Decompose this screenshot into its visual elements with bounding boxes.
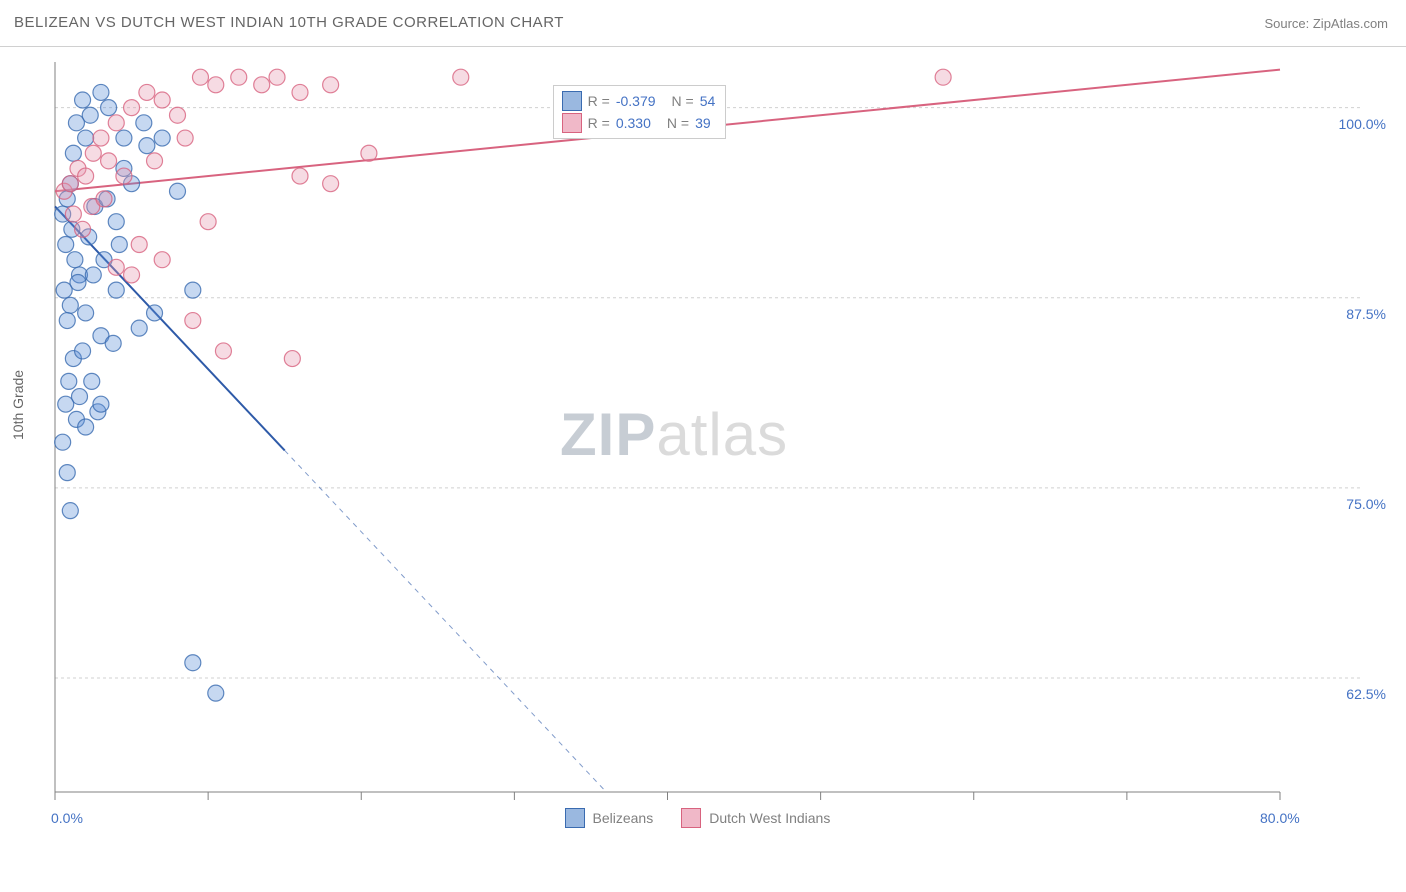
legend-label: Dutch West Indians (709, 810, 830, 826)
legend-n-label: N = (667, 115, 689, 131)
legend-swatch (562, 91, 582, 111)
series-legend: Belizeans Dutch West Indians (565, 808, 831, 828)
chart-title: BELIZEAN VS DUTCH WEST INDIAN 10TH GRADE… (14, 14, 564, 31)
legend-r-value: -0.379 (616, 93, 656, 109)
legend-r-label: R = (588, 93, 610, 109)
x-tick-label: 80.0% (1260, 810, 1300, 826)
y-tick-label: 100.0% (1339, 116, 1386, 132)
legend-swatch (562, 113, 582, 133)
legend-row: R = -0.379 N = 54 (562, 90, 716, 112)
legend-item: Belizeans (565, 808, 654, 828)
plot-svg (50, 62, 1360, 822)
y-axis-label: 10th Grade (10, 370, 26, 440)
y-tick-label: 87.5% (1346, 306, 1386, 322)
y-tick-label: 75.0% (1346, 496, 1386, 512)
legend-r-label: R = (588, 115, 610, 131)
header: BELIZEAN VS DUTCH WEST INDIAN 10TH GRADE… (0, 0, 1406, 47)
x-tick-label: 0.0% (51, 810, 83, 826)
legend-r-value: 0.330 (616, 115, 651, 131)
source-attribution: Source: ZipAtlas.com (1264, 16, 1388, 31)
legend-label: Belizeans (593, 810, 654, 826)
legend-swatch (565, 808, 585, 828)
scatter-plot (50, 62, 1360, 822)
legend-swatch (681, 808, 701, 828)
legend-item: Dutch West Indians (681, 808, 830, 828)
legend-row: R = 0.330 N = 39 (562, 112, 716, 134)
y-tick-label: 62.5% (1346, 686, 1386, 702)
legend-n-label: N = (672, 93, 694, 109)
legend-n-value: 54 (700, 93, 716, 109)
legend-n-value: 39 (695, 115, 711, 131)
correlation-legend: R =-0.379N =54R = 0.330N =39 (553, 85, 727, 139)
